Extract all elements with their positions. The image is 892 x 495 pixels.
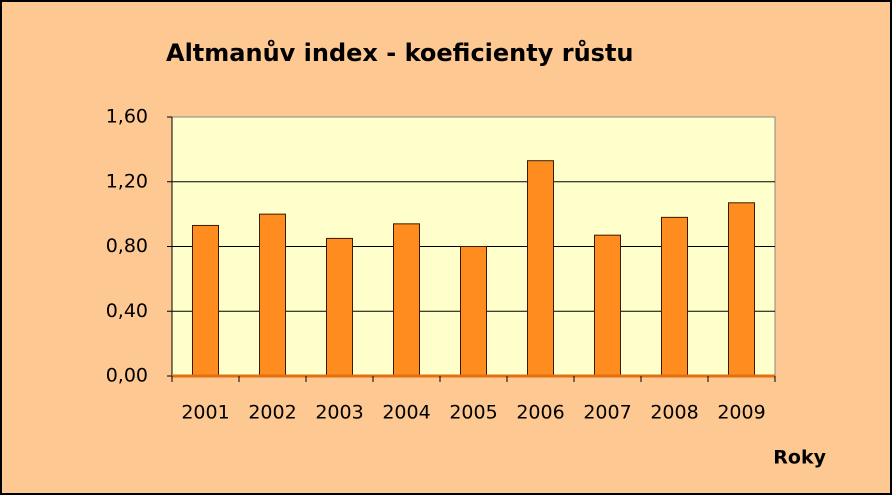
bar (527, 160, 554, 377)
x-axis-label: Roky (773, 447, 826, 469)
y-tick-label: 0,80 (106, 235, 148, 257)
bar (460, 246, 487, 377)
x-tick-label: 2002 (248, 402, 296, 424)
x-tick-label: 2003 (315, 402, 363, 424)
bar (594, 234, 621, 377)
x-tick-label: 2009 (717, 402, 765, 424)
y-tick-label: 1,20 (106, 170, 148, 192)
bar (259, 213, 286, 377)
x-tick-label: 2007 (583, 402, 631, 424)
x-tick-label: 2006 (516, 402, 564, 424)
x-tick-label: 2008 (650, 402, 698, 424)
bar (393, 223, 420, 377)
bar (728, 202, 755, 377)
bar (326, 237, 353, 377)
y-tick-label: 1,60 (106, 106, 148, 128)
bar (661, 216, 688, 377)
chart-title: Altmanův index - koeficienty růstu (166, 39, 634, 67)
x-tick-label: 2001 (181, 402, 229, 424)
x-tick-label: 2004 (382, 402, 430, 424)
x-tick-label: 2005 (449, 402, 497, 424)
bar (192, 224, 219, 377)
y-tick-label: 0,40 (106, 300, 148, 322)
y-tick-label: 0,00 (106, 365, 148, 387)
